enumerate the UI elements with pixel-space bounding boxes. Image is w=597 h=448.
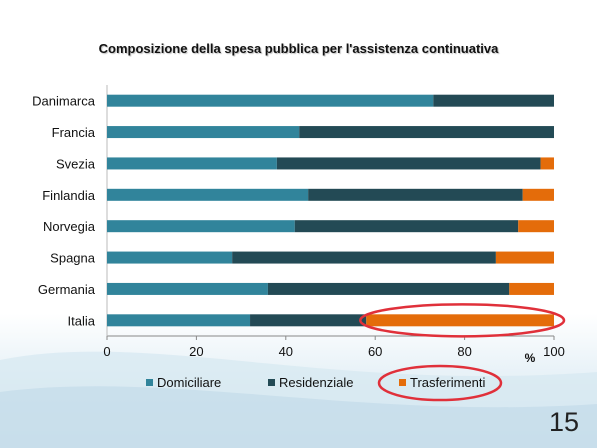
x-tick-label-60: 60 [368,344,382,359]
category-label-norvegia: Norvegia [43,219,96,234]
bar-spagna-trasferimenti [495,251,554,264]
bar-norvegia-trasferimenti [518,220,554,233]
bar-italia-domiciliare [107,314,251,327]
bar-spagna-domiciliare [107,251,233,264]
bar-germania-domiciliare [107,282,268,295]
x-tick-label-0: 0 [103,344,110,359]
category-label-francia: Francia [52,125,96,140]
category-label-svezia: Svezia [56,156,96,171]
x-tick-label-20: 20 [189,344,203,359]
bar-danimarca-residenziale [433,94,554,107]
bar-germania-residenziale [267,282,510,295]
bar-norvegia-domiciliare [107,220,295,233]
bar-svezia-residenziale [276,157,541,170]
x-tick-label-100: 100 [543,344,565,359]
page-number: 15 [548,407,579,437]
legend-label-domiciliare: Domiciliare [157,375,221,390]
chart-title: Composizione della spesa pubblica per l'… [98,41,499,56]
legend-label-residenziale: Residenziale [279,375,353,390]
legend-swatch-trasferimenti [399,379,406,386]
bar-italia-trasferimenti [366,314,554,327]
legend-label-trasferimenti: Trasferimenti [410,375,485,390]
bar-danimarca-domiciliare [107,94,434,107]
bar-germania-trasferimenti [509,282,554,295]
category-label-italia: Italia [68,313,96,328]
category-label-finlandia: Finlandia [42,188,96,203]
category-label-spagna: Spagna [50,251,96,266]
x-axis-label: % [525,351,536,365]
bar-finlandia-residenziale [308,188,523,201]
bar-spagna-residenziale [232,251,496,264]
bar-francia-domiciliare [107,126,300,139]
bar-norvegia-residenziale [294,220,519,233]
bar-italia-residenziale [250,314,367,327]
bar-finlandia-domiciliare [107,188,309,201]
bar-finlandia-trasferimenti [522,188,554,201]
bar-svezia-trasferimenti [540,157,554,170]
x-tick-label-40: 40 [279,344,293,359]
category-label-germania: Germania [38,282,96,297]
highlight-ellipse-italia [359,303,566,338]
category-label-danimarca: Danimarca [32,94,96,109]
x-tick-label-80: 80 [457,344,471,359]
bar-svezia-domiciliare [107,157,277,170]
legend-swatch-residenziale [268,379,275,386]
legend-swatch-domiciliare [146,379,153,386]
bar-francia-residenziale [299,126,554,139]
highlight-ellipse-legend [377,364,503,402]
